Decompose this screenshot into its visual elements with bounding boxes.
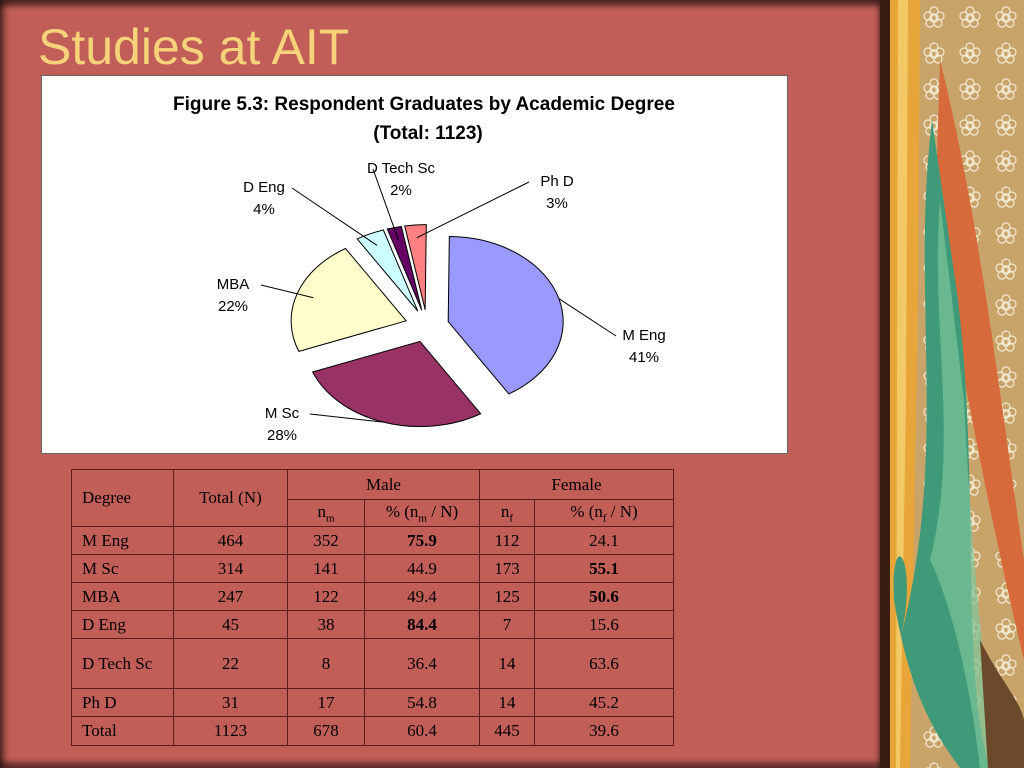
cell-pct-female: 45.2	[534, 688, 674, 717]
cell-nm: 38	[287, 610, 365, 639]
pie-slice-m-sc	[311, 340, 482, 428]
header-nm: nm	[287, 499, 365, 527]
cell-nf: 125	[479, 582, 535, 611]
pie-slice-d-eng	[356, 229, 419, 312]
leader-line	[558, 298, 617, 337]
cell-total: 314	[173, 554, 288, 583]
pie-slice-m-eng	[447, 236, 564, 395]
slice-label: Ph D	[540, 173, 574, 190]
cell-pct-male: 60.4	[364, 716, 480, 746]
slice-label: M Eng	[622, 327, 665, 344]
cell-total: 1123	[173, 716, 288, 746]
chart-title: Figure 5.3: Respondent Graduates by Acad…	[173, 94, 675, 115]
cell-degree: M Sc	[71, 554, 174, 583]
cell-nf: 14	[479, 638, 535, 689]
slice-percent-label: 28%	[267, 427, 297, 444]
cell-degree: Ph D	[71, 688, 174, 717]
header-total: Total (N)	[173, 469, 288, 527]
cell-pct-male: 36.4	[364, 638, 480, 689]
decorative-border	[880, 0, 1024, 768]
header-nf: nf	[479, 499, 535, 527]
cell-pct-male: 84.4	[364, 610, 480, 639]
cell-nm: 122	[287, 582, 365, 611]
cell-total: 22	[173, 638, 288, 689]
cell-total: 464	[173, 526, 288, 555]
chart-subtitle: (Total: 1123)	[373, 123, 482, 144]
cell-nf: 14	[479, 688, 535, 717]
cell-total: 247	[173, 582, 288, 611]
header-female: Female	[479, 469, 674, 500]
cell-pct-female: 24.1	[534, 526, 674, 555]
slice-percent-label: 4%	[253, 201, 275, 218]
pie-chart: Figure 5.3: Respondent Graduates by Acad…	[173, 94, 675, 444]
slice-label: D Eng	[243, 179, 285, 196]
cell-pct-female: 55.1	[534, 554, 674, 583]
cell-pct-female: 63.6	[534, 638, 674, 689]
slice-percent-label: 3%	[546, 195, 568, 212]
table-row-total: Total 1123 678 60.4 445 39.6	[71, 716, 674, 746]
cell-degree: Total	[71, 716, 174, 746]
slice-label: MBA	[217, 276, 250, 293]
cell-nm: 141	[287, 554, 365, 583]
cell-pct-male: 75.9	[364, 526, 480, 555]
table-row: M Sc 314 141 44.9 173 55.1	[71, 554, 674, 583]
slice-percent-label: 41%	[629, 349, 659, 366]
cell-nm: 352	[287, 526, 365, 555]
table-row: MBA 247 122 49.4 125 50.6	[71, 582, 674, 611]
cell-pct-female: 50.6	[534, 582, 674, 611]
cell-degree: D Tech Sc	[71, 638, 174, 689]
leader-line	[309, 413, 384, 423]
cell-nf: 445	[479, 716, 535, 746]
leader-line	[372, 168, 399, 241]
header-degree: Degree	[71, 469, 174, 527]
leader-line	[291, 187, 378, 246]
cell-degree: M Eng	[71, 526, 174, 555]
cell-pct-male: 44.9	[364, 554, 480, 583]
pie-slice-ph-d	[404, 224, 427, 310]
cell-degree: D Eng	[71, 610, 174, 639]
leader-line	[416, 181, 530, 239]
header-male: Male	[287, 469, 480, 500]
header-pct-male: % (nm / N)	[364, 499, 480, 527]
header-pct-female: % (nf / N)	[534, 499, 674, 527]
cell-nm: 8	[287, 638, 365, 689]
slide-title: Studies at AIT	[38, 19, 350, 75]
leader-line	[260, 284, 314, 299]
cell-nf: 173	[479, 554, 535, 583]
cell-total: 45	[173, 610, 288, 639]
cell-nm: 17	[287, 688, 365, 717]
pie-chart-figure: Figure 5.3: Respondent Graduates by Acad…	[41, 75, 788, 454]
cell-degree: MBA	[71, 582, 174, 611]
degree-table: Degree Total (N) Male Female nm % (nm / …	[71, 469, 674, 746]
slice-label: M Sc	[265, 405, 300, 422]
cell-nm: 678	[287, 716, 365, 746]
slice-label: D Tech Sc	[367, 160, 436, 177]
cell-total: 31	[173, 688, 288, 717]
cell-nf: 112	[479, 526, 535, 555]
cell-pct-female: 39.6	[534, 716, 674, 746]
table-row: D Tech Sc 22 8 36.4 14 63.6	[71, 638, 674, 689]
cell-pct-male: 54.8	[364, 688, 480, 717]
table-row: M Eng 464 352 75.9 112 24.1	[71, 526, 674, 555]
table-row: Ph D 31 17 54.8 14 45.2	[71, 688, 674, 717]
cell-pct-female: 15.6	[534, 610, 674, 639]
decorative-border-art	[880, 0, 1024, 768]
cell-pct-male: 49.4	[364, 582, 480, 611]
slice-percent-label: 22%	[218, 298, 248, 315]
cell-nf: 7	[479, 610, 535, 639]
slice-percent-label: 2%	[390, 182, 412, 199]
table-row: D Eng 45 38 84.4 7 15.6	[71, 610, 674, 639]
